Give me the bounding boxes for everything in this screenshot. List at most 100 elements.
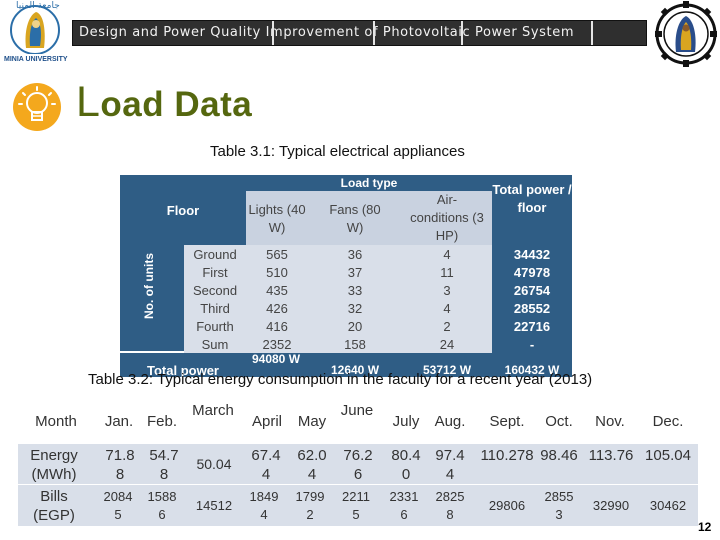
month-header: May <box>297 413 327 430</box>
bills-value: 29806 <box>488 498 526 513</box>
energy-row-label: Energy (MWh) <box>30 447 78 483</box>
slide-title: Load Data <box>76 78 252 127</box>
logo-arabic-text: جامعة المنيا <box>16 1 60 11</box>
energy-value: 98.46 <box>540 447 578 464</box>
table-row-lights: 510 <box>266 265 288 280</box>
table-row-total: 28552 <box>513 301 551 316</box>
energy-value: 110.278 <box>480 447 534 464</box>
ac-header: Air-conditions (3 HP) <box>402 191 492 245</box>
minia-university-logo <box>10 5 60 63</box>
total-column-bg <box>492 245 572 353</box>
month-header: Feb. <box>146 413 177 430</box>
energy-value: 76.26 <box>343 447 373 483</box>
table-row-fans: 32 <box>347 301 363 316</box>
bills-value: 23316 <box>389 489 419 522</box>
total-ac-value: 53712 W <box>422 363 472 377</box>
table-row-total: 34432 <box>513 247 551 262</box>
month-header: Sept. <box>489 413 525 430</box>
load-type-header: Load type <box>246 175 492 191</box>
energy-value: 97.44 <box>435 447 465 483</box>
floor-header: Floor <box>166 203 200 218</box>
lights-header: Lights (40 W) <box>246 191 308 245</box>
header-banner: Design and Power Quality Improvement of … <box>72 20 647 46</box>
ac-column-bg <box>402 245 492 353</box>
energy-value: 54.78 <box>149 447 179 483</box>
month-header: Month <box>35 413 77 430</box>
faculty-emblem-logo <box>655 1 717 67</box>
month-header: Dec. <box>652 413 684 430</box>
table-row-total: 22716 <box>513 319 551 334</box>
energy-value: 80.40 <box>391 447 421 483</box>
slide-title-initial: L <box>76 78 101 126</box>
table-row-ac: 2 <box>443 319 451 334</box>
total-overall-value: 160432 W <box>504 363 560 377</box>
banner-divider <box>461 21 463 45</box>
bills-value: 14512 <box>195 498 233 513</box>
table-row-floor: Fourth <box>196 319 234 334</box>
month-header: Nov. <box>595 413 625 430</box>
table-row-floor: First <box>202 265 228 280</box>
energy-value: 67.44 <box>251 447 281 483</box>
table-row-floor: Ground <box>193 247 237 262</box>
month-header: July <box>392 413 420 430</box>
table-row-fans: 37 <box>347 265 363 280</box>
table-row-floor: Third <box>200 301 230 316</box>
energy-value: 50.04 <box>196 456 232 472</box>
floor-column-bg <box>184 245 246 353</box>
table-row-lights: 2352 <box>262 337 292 352</box>
month-header: Oct. <box>545 413 573 430</box>
banner-title: Design and Power Quality Improvement of … <box>79 25 575 40</box>
bills-value: 32990 <box>592 498 630 513</box>
month-header: June <box>340 402 374 419</box>
row-divider <box>18 484 698 485</box>
total-fans-value: 12640 W <box>330 363 380 377</box>
fans-header: Fans (80 W) <box>308 191 402 245</box>
bills-value: 20845 <box>103 489 133 522</box>
bills-value: 22115 <box>342 489 370 522</box>
table-row-fans: 20 <box>347 319 363 334</box>
bills-value: 18494 <box>249 489 279 522</box>
table2-caption: Table 3.2: Typical energy consumption in… <box>88 371 593 388</box>
total-power-label: Total power <box>147 363 219 378</box>
month-header: March <box>192 402 234 419</box>
bills-value: 30462 <box>649 498 687 513</box>
bills-value: 28553 <box>544 489 574 522</box>
lights-column-bg <box>246 245 308 353</box>
total-power-row <box>120 353 572 377</box>
table-row-ac: 3 <box>443 283 451 298</box>
logo-caption: MINIA UNIVERSITY <box>4 56 68 63</box>
table-row-ac: 11 <box>440 265 454 280</box>
units-label-cell: No. of units <box>120 245 184 351</box>
energy-value: 71.88 <box>105 447 135 483</box>
table-row-total: 26754 <box>513 283 551 298</box>
table-row-lights: 416 <box>266 319 288 334</box>
table-row-floor: Sum <box>201 337 229 352</box>
bills-value: 15886 <box>147 489 177 522</box>
table2-body-bg <box>18 444 698 526</box>
bills-value: 28258 <box>435 489 465 522</box>
slide-title-rest: oad Data <box>100 85 253 124</box>
table-row-lights: 435 <box>266 283 288 298</box>
table-row-lights: 565 <box>266 247 288 262</box>
banner-divider <box>591 21 593 45</box>
month-header: Aug. <box>434 413 466 430</box>
floor-header-cell: Floor <box>120 175 246 245</box>
page-number: 12 <box>698 520 712 534</box>
energy-value: 62.04 <box>297 447 327 483</box>
banner-divider <box>272 21 274 45</box>
table-row-fans: 33 <box>347 283 363 298</box>
table-row-ac: 4 <box>443 301 451 316</box>
table-row-ac: 4 <box>443 247 451 262</box>
total-power-header: Total power / floor <box>492 175 572 245</box>
lightbulb-icon <box>13 83 61 131</box>
table1-caption: Table 3.1: Typical electrical appliances <box>210 143 465 160</box>
energy-value: 105.04 <box>645 447 691 464</box>
fans-column-bg <box>308 245 402 353</box>
units-label: No. of units <box>142 253 156 319</box>
table-row-floor: Second <box>192 283 238 298</box>
bills-value: 17992 <box>295 489 325 522</box>
month-header: Jan. <box>104 413 134 430</box>
energy-value: 113.76 <box>588 447 634 464</box>
table-row-ac: 24 <box>439 337 455 352</box>
table-row-total: 47978 <box>513 265 551 280</box>
